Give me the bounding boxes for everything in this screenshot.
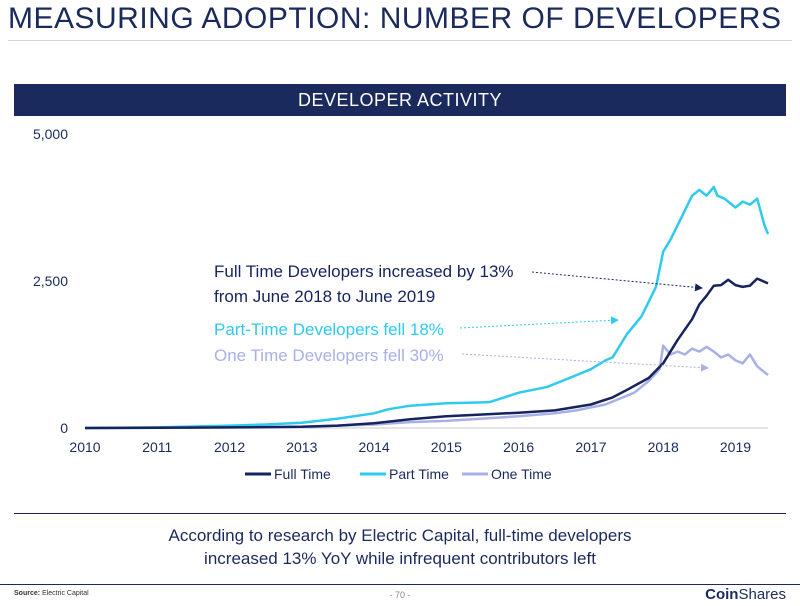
series-line-part-time <box>84 185 770 430</box>
legend-label: Part Time <box>389 466 449 482</box>
annotation-part-time: Part-Time Developers fell 18% <box>214 320 444 339</box>
chart-banner: DEVELOPER ACTIVITY <box>14 84 786 116</box>
y-tick-label: 5,000 <box>33 126 68 142</box>
annotation-full-time-line2: from June 2018 to June 2019 <box>214 287 435 306</box>
logo-part-bold: Coin <box>705 586 739 603</box>
annotation-arrow-full-time <box>531 271 703 292</box>
y-tick-label: 0 <box>60 420 68 436</box>
source-label: Source: <box>14 590 41 597</box>
legend-label: Full Time <box>274 466 331 482</box>
x-tick-label: 2019 <box>720 439 751 455</box>
x-tick-label: 2018 <box>648 439 679 455</box>
title-divider <box>8 40 792 41</box>
coinshares-logo: CoinShares <box>705 586 786 603</box>
annotation-arrow-part-time <box>459 316 619 329</box>
annotation-full-time: Full Time Developers increased by 13% <box>214 262 514 281</box>
x-tick-label: 2011 <box>142 439 172 455</box>
series-line-full-time <box>84 277 769 430</box>
summary-note-line2: increased 13% YoY while infrequent contr… <box>204 549 596 568</box>
x-tick-label: 2014 <box>359 439 390 455</box>
legend-label: One Time <box>491 466 552 482</box>
logo-part-regular: Shares <box>738 586 786 603</box>
developer-activity-chart: 0 2,500 5,000 2010 2011 2012 2013 2014 2015 2016 2… <box>33 126 770 482</box>
summary-divider <box>14 513 786 514</box>
annotation-arrow-one-time <box>461 353 709 372</box>
source-value: Electric Capital <box>42 590 89 597</box>
source-credit: Source: Electric Capital <box>14 590 89 597</box>
series-line-one-time <box>84 344 769 430</box>
x-tick-label: 2012 <box>214 439 245 455</box>
page-number: - 70 - <box>389 590 411 600</box>
y-tick-label: 2,500 <box>33 273 68 289</box>
summary-note-line1: According to research by Electric Capita… <box>168 526 632 545</box>
x-tick-label: 2017 <box>575 439 606 455</box>
footer-divider <box>0 584 800 585</box>
x-tick-label: 2013 <box>286 439 317 455</box>
slide-title: MEASURING ADOPTION: NUMBER OF DEVELOPERS <box>8 2 782 35</box>
x-tick-label: 2015 <box>431 439 462 455</box>
annotation-one-time: One Time Developers fell 30% <box>214 346 444 365</box>
x-tick-label: 2010 <box>69 439 100 455</box>
x-tick-label: 2016 <box>503 439 534 455</box>
